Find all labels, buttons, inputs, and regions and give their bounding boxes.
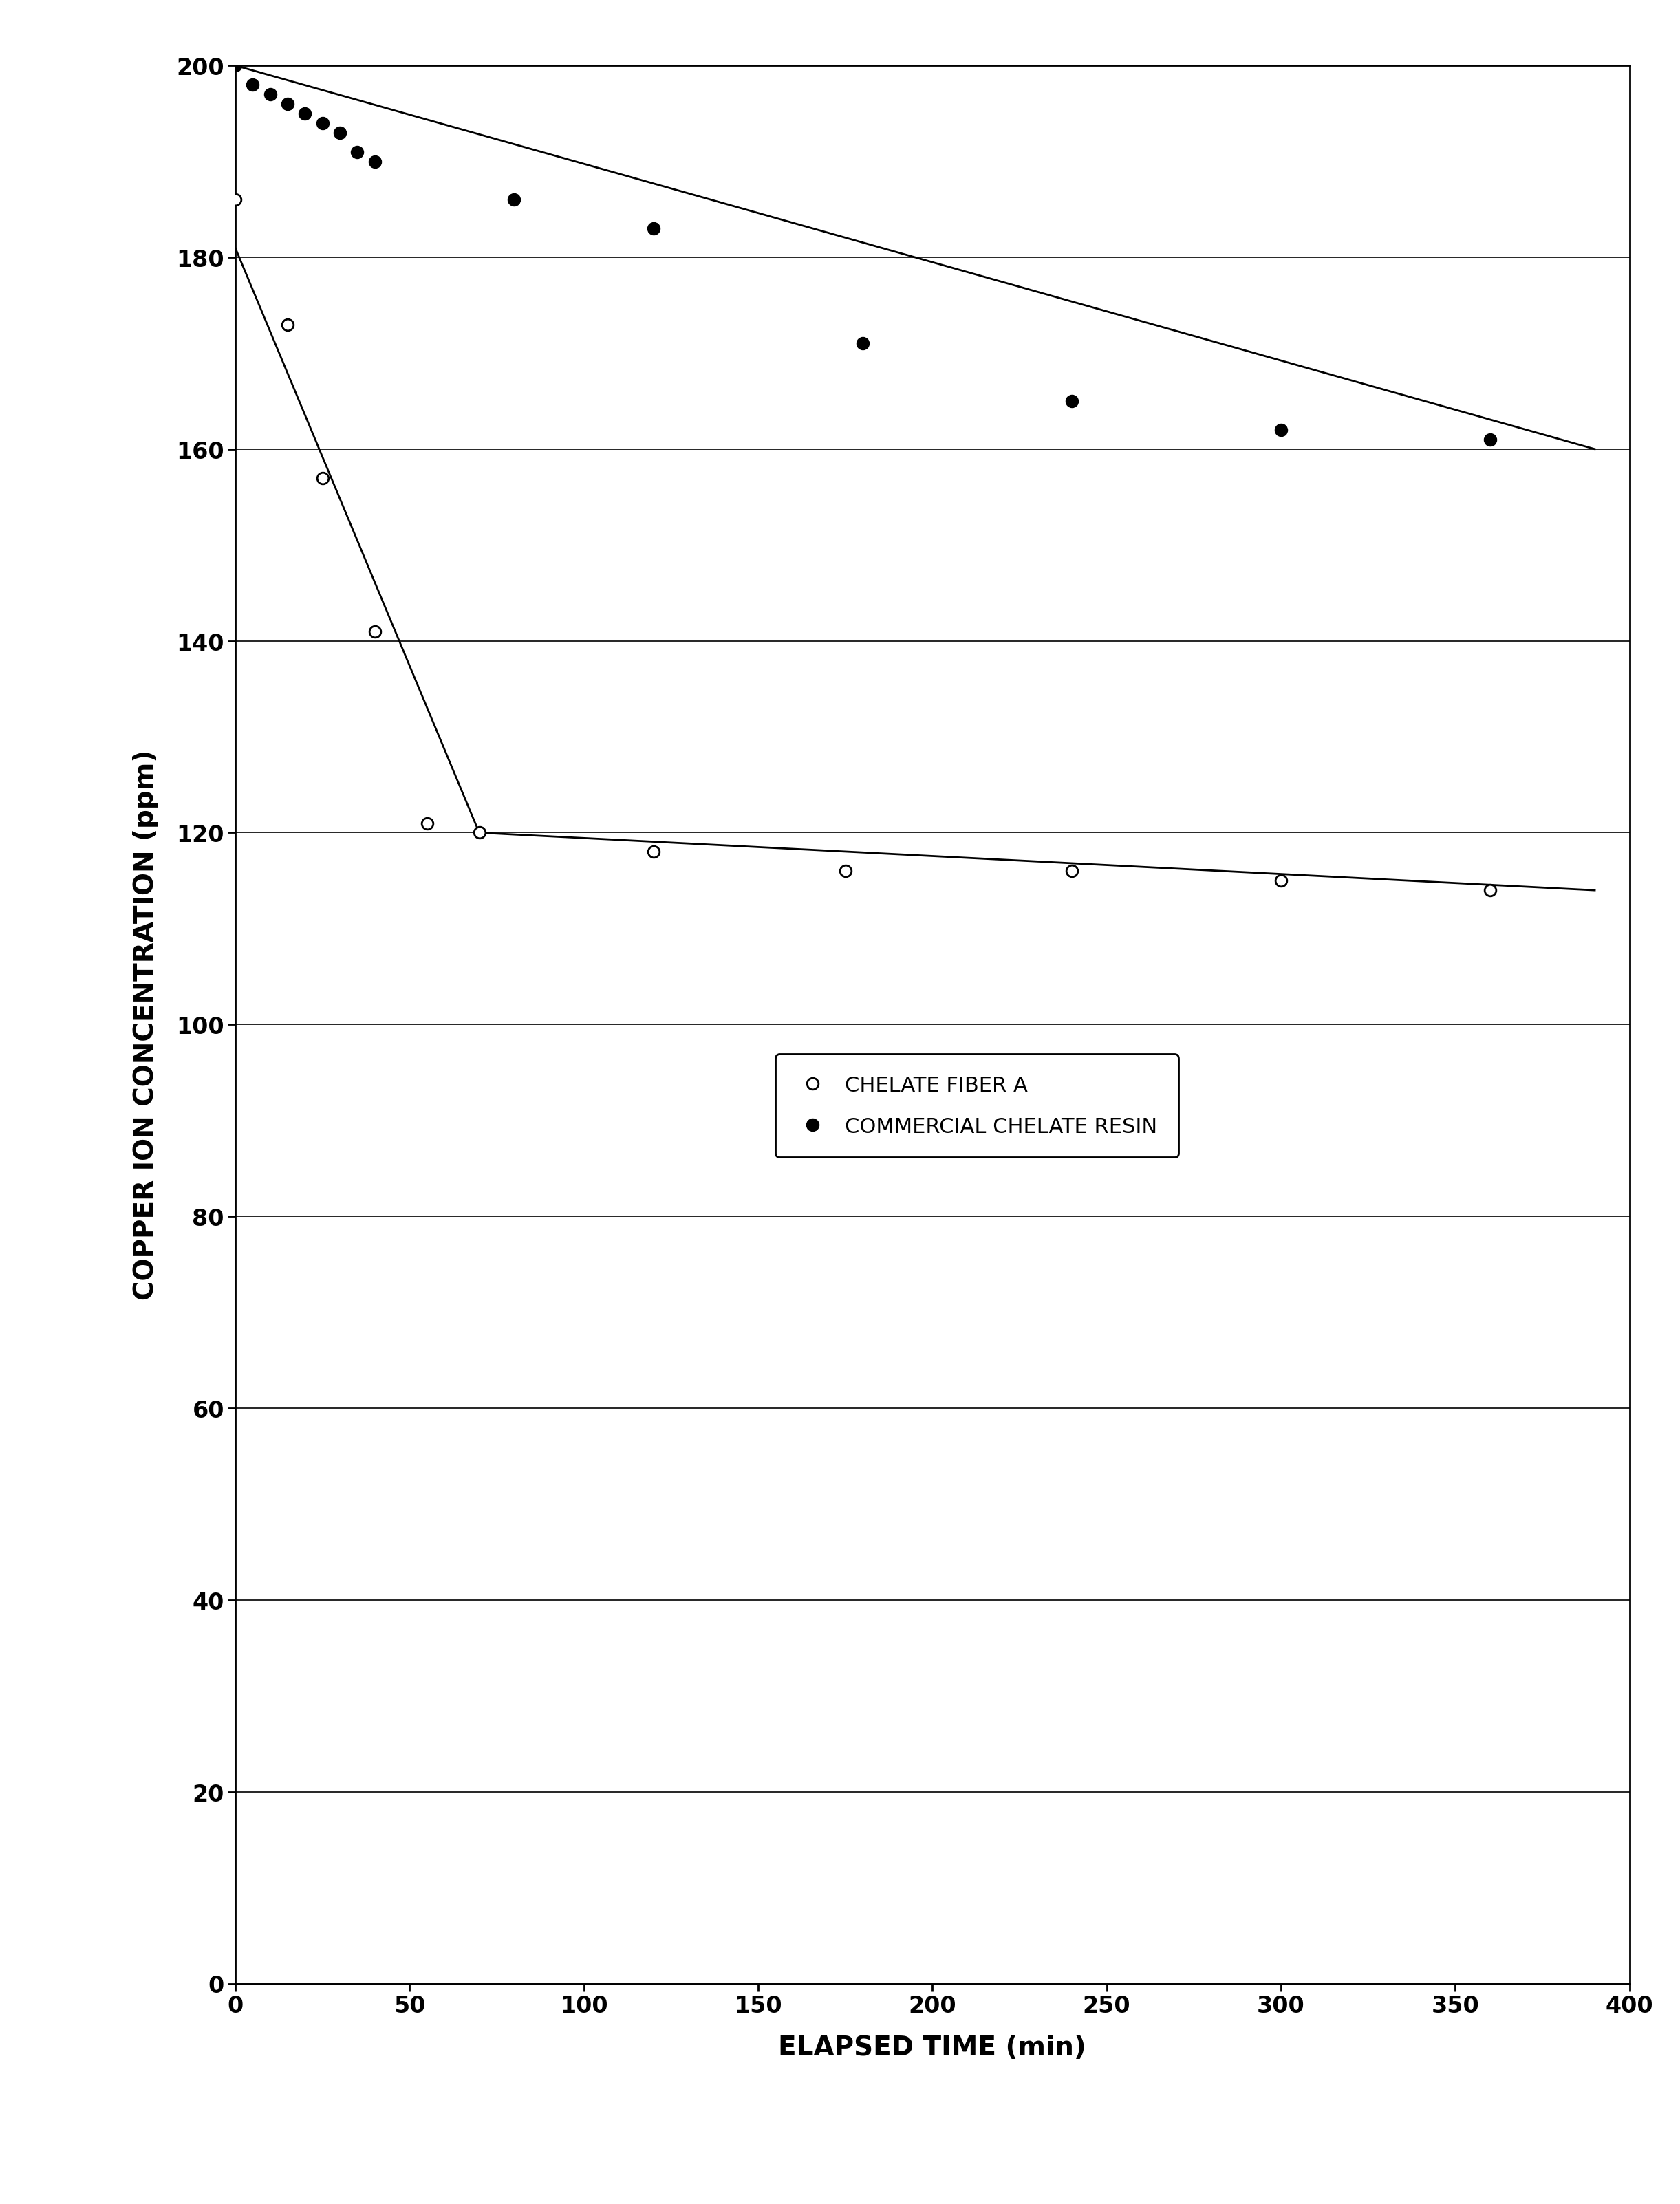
Y-axis label: COPPER ION CONCENTRATION (ppm): COPPER ION CONCENTRATION (ppm): [133, 749, 160, 1300]
COMMERCIAL CHELATE RESIN: [277, 90, 297, 117]
CHELATE FIBER A: [469, 820, 489, 846]
CHELATE FIBER A: [835, 857, 855, 884]
COMMERCIAL CHELATE RESIN: [1062, 388, 1082, 414]
CHELATE FIBER A: [312, 465, 333, 491]
COMMERCIAL CHELATE RESIN: [643, 216, 664, 242]
COMMERCIAL CHELATE RESIN: [260, 82, 281, 108]
COMMERCIAL CHELATE RESIN: [1270, 417, 1290, 443]
CHELATE FIBER A: [1480, 877, 1500, 904]
CHELATE FIBER A: [1270, 868, 1290, 895]
CHELATE FIBER A: [277, 311, 297, 337]
CHELATE FIBER A: [417, 811, 437, 838]
COMMERCIAL CHELATE RESIN: [329, 119, 349, 145]
COMMERCIAL CHELATE RESIN: [242, 73, 262, 99]
Legend: CHELATE FIBER A, COMMERCIAL CHELATE RESIN: CHELATE FIBER A, COMMERCIAL CHELATE RESI…: [776, 1054, 1178, 1157]
CHELATE FIBER A: [1062, 857, 1082, 884]
CHELATE FIBER A: [643, 840, 664, 866]
CHELATE FIBER A: [225, 187, 245, 214]
Line: CHELATE FIBER A: CHELATE FIBER A: [230, 194, 1495, 897]
COMMERCIAL CHELATE RESIN: [348, 139, 368, 165]
COMMERCIAL CHELATE RESIN: [504, 187, 524, 214]
X-axis label: ELAPSED TIME (min): ELAPSED TIME (min): [778, 2034, 1087, 2061]
CHELATE FIBER A: [365, 619, 385, 646]
COMMERCIAL CHELATE RESIN: [312, 110, 333, 137]
COMMERCIAL CHELATE RESIN: [1480, 428, 1500, 454]
COMMERCIAL CHELATE RESIN: [296, 101, 316, 128]
COMMERCIAL CHELATE RESIN: [852, 331, 874, 357]
COMMERCIAL CHELATE RESIN: [365, 150, 385, 176]
COMMERCIAL CHELATE RESIN: [225, 53, 245, 79]
Line: COMMERCIAL CHELATE RESIN: COMMERCIAL CHELATE RESIN: [230, 60, 1495, 445]
